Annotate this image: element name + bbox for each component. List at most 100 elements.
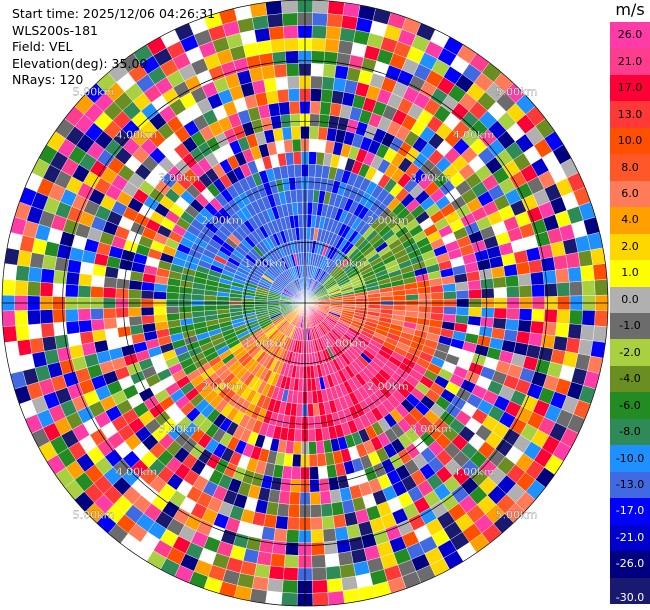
gate-cell: [286, 75, 300, 90]
colorbar-tick-label: 2.0: [621, 239, 639, 253]
gate-cell: [329, 489, 343, 504]
colorbar-tick-label: -13.0: [615, 477, 645, 491]
gate-cell: [40, 322, 55, 338]
gate-cell: [153, 306, 167, 316]
gate-cell: [311, 567, 327, 581]
gate-cell: [283, 567, 299, 581]
ring-label: 5.00km: [73, 508, 115, 521]
ring-label: 5.00km: [73, 86, 115, 99]
colorbar-tick-label: 13.0: [617, 107, 643, 121]
gate-cell: [325, 565, 342, 581]
gate-cell: [153, 290, 167, 300]
gate-cell: [285, 529, 300, 543]
colorbar-tick-label: 17.0: [617, 81, 643, 95]
colorbar-segment: [610, 286, 650, 314]
gate-cell: [326, 13, 344, 28]
gate-cell: [312, 0, 329, 14]
gate-cell: [493, 307, 508, 320]
gate-cell: [310, 516, 324, 531]
gate-cell: [191, 305, 205, 313]
colorbar-tick-label: 0.0: [621, 292, 639, 306]
gate-cell: [165, 306, 180, 315]
colorbar-segment: [610, 233, 650, 261]
gate-cell: [128, 307, 142, 318]
colorbar-tick-label: -21.0: [615, 530, 645, 544]
gate-cell: [491, 265, 506, 279]
gate-cell: [307, 416, 316, 430]
gate-cell: [65, 320, 80, 335]
gate-cell: [481, 287, 495, 299]
gate-cell: [284, 37, 299, 52]
gate-cell: [287, 88, 300, 102]
ring-label: 3.00km: [410, 171, 452, 184]
gate-cell: [254, 563, 271, 579]
gate-cell: [92, 329, 107, 343]
colorbar-segment: [610, 101, 650, 129]
gate-cell: [542, 269, 557, 285]
gate-cell: [493, 286, 508, 299]
gate-cell: [324, 38, 340, 53]
colorbar-segment: [610, 365, 650, 393]
gate-cell: [443, 290, 457, 300]
gate-cell: [275, 515, 289, 530]
ring-label: 2.00km: [201, 380, 243, 393]
gate-cell: [324, 553, 340, 568]
ring-label: 5.00km: [496, 508, 538, 521]
gate-cell: [531, 308, 545, 323]
gate-cell: [506, 285, 520, 298]
gate-cell: [294, 176, 303, 190]
gate-cell: [492, 276, 507, 289]
gate-cell: [288, 100, 301, 115]
gate-cell: [580, 264, 595, 282]
gate-cell: [455, 281, 469, 292]
gate-cell: [52, 309, 67, 323]
colorbar-segment: [610, 207, 650, 235]
colorbar-segment: [610, 498, 650, 526]
gate-cell: [280, 114, 292, 128]
gate-cell: [128, 288, 142, 299]
gate-cell: [273, 528, 288, 543]
gate-cell: [318, 478, 330, 492]
gate-cell: [290, 126, 301, 140]
gate-cell: [29, 252, 45, 269]
gate-cell: [52, 283, 67, 297]
gate-cell: [321, 515, 335, 530]
gate-cell: [567, 323, 583, 340]
colorbar-tick-label: -17.0: [615, 504, 645, 518]
gate-cell: [556, 309, 571, 324]
gate-cell: [285, 541, 299, 556]
gate-cell: [442, 283, 457, 293]
gate-cell: [41, 335, 57, 352]
gate-cell: [418, 292, 432, 301]
gate-cell: [310, 529, 325, 543]
gate-cell: [276, 503, 290, 518]
gate-cell: [27, 281, 41, 297]
gate-cell: [261, 526, 276, 542]
colorbar-tick-label: 26.0: [617, 28, 643, 42]
gate-cell: [309, 466, 320, 480]
gate-cell: [468, 288, 482, 299]
gate-cell: [265, 590, 283, 606]
gate-cell: [289, 113, 301, 127]
gate-cell: [341, 14, 359, 31]
start-time-text: Start time: 2025/12/06 04:26:31: [12, 6, 216, 21]
colorbar-tick-label: -4.0: [619, 372, 641, 386]
gate-cell: [322, 63, 337, 78]
gate-cell: [506, 308, 520, 321]
gate-cell: [542, 321, 557, 337]
gate-cell: [1, 310, 16, 327]
gate-cell: [517, 273, 532, 287]
gate-cell: [306, 378, 313, 392]
gate-cell: [309, 479, 321, 493]
gate-cell: [116, 316, 130, 328]
gate-cell: [79, 330, 95, 345]
gate-cell: [297, 214, 304, 228]
gate-cell: [268, 565, 285, 581]
gate-cell: [308, 441, 318, 455]
gate-cell: [270, 38, 286, 53]
gate-cell: [311, 541, 325, 556]
gate-cell: [15, 324, 30, 342]
colorbar-segment: [610, 339, 650, 367]
gate-cell: [53, 269, 68, 285]
gate-cell: [103, 276, 118, 289]
